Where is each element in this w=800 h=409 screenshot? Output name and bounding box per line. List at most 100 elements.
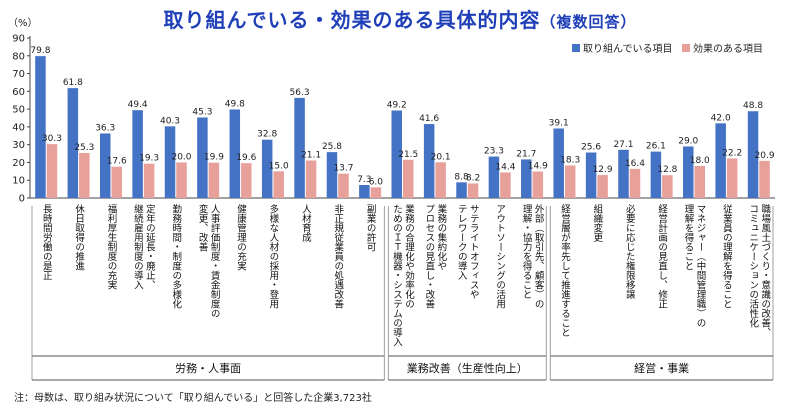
bar-series-1 bbox=[164, 126, 176, 198]
bar-series-1 bbox=[359, 185, 370, 198]
category-label: 経営層が率先して推進すること bbox=[559, 203, 571, 337]
bar-series-2 bbox=[726, 158, 738, 198]
data-label: 79.8 bbox=[30, 46, 50, 56]
bar-series-1 bbox=[294, 97, 305, 198]
category-label: 副業の許可 bbox=[365, 204, 377, 252]
category-label: 非正規従業員の処遇改善 bbox=[332, 203, 344, 309]
category-label: 理解・協力を得ること bbox=[521, 204, 533, 299]
category-label: 必要に応じた権限移譲 bbox=[624, 203, 636, 300]
data-label: 15.0 bbox=[269, 161, 289, 171]
chart-title: 取り組んでいる・効果のある具体的内容（複数回答） bbox=[0, 4, 800, 33]
data-label: 45.3 bbox=[192, 107, 212, 117]
chart-title-sub: （複数回答） bbox=[540, 13, 637, 31]
bar-series-2 bbox=[564, 165, 576, 198]
bar-series-1 bbox=[35, 56, 46, 199]
data-label: 49.2 bbox=[387, 101, 407, 111]
bar-series-1 bbox=[715, 123, 726, 198]
data-label: 8.2 bbox=[466, 173, 480, 183]
category-label: 長時間労働の是正 bbox=[41, 204, 53, 280]
group-label: 経営・事業 bbox=[634, 361, 689, 375]
bar-series-2 bbox=[305, 160, 317, 198]
footnote: 注：母数は、取り組み状況について「取り組んでいる」と回答した企業3,723社 bbox=[14, 393, 372, 404]
y-tick-label: 80 bbox=[12, 51, 25, 62]
bar-series-2 bbox=[759, 160, 770, 198]
category-label: サテライトオフィスや bbox=[468, 204, 480, 299]
bar-series-1 bbox=[553, 128, 564, 198]
bar-series-1 bbox=[391, 110, 402, 198]
data-label: 19.6 bbox=[236, 153, 256, 163]
category-label: 健康管理の充実 bbox=[235, 203, 247, 271]
category-label: 継続雇用制度の導入 bbox=[132, 203, 144, 289]
data-label: 19.3 bbox=[139, 154, 159, 164]
data-label: 20.0 bbox=[171, 152, 191, 162]
chart-title-main: 取り組んでいる・効果のある具体的内容 bbox=[163, 8, 541, 32]
bar-series-1 bbox=[132, 110, 143, 198]
bar-series-1 bbox=[585, 152, 597, 198]
data-label: 26.1 bbox=[646, 142, 666, 152]
data-label: 30.3 bbox=[42, 134, 62, 144]
bar-series-2 bbox=[338, 173, 349, 198]
category-label: 多様な人材の採用・登用 bbox=[267, 203, 279, 309]
bar-series-1 bbox=[683, 146, 694, 198]
category-label: マネジャー（中間管理職）の bbox=[695, 204, 707, 328]
category-label: 業務の集約化や bbox=[435, 203, 447, 270]
bar-series-2 bbox=[467, 183, 479, 198]
data-label: 14.4 bbox=[495, 162, 515, 172]
data-label: 7.3 bbox=[357, 175, 371, 185]
bar-series-1 bbox=[456, 182, 467, 198]
category-label: プロセスの見直し・改善 bbox=[423, 204, 435, 309]
bar-series-2 bbox=[403, 159, 414, 198]
category-label: 変更、改善 bbox=[197, 203, 209, 252]
category-label: コミュニケーションの活性化 bbox=[747, 204, 759, 328]
category-label: 外部（取引先、顧客）の bbox=[533, 203, 545, 308]
data-label: 27.1 bbox=[613, 140, 633, 150]
data-label: 36.3 bbox=[95, 123, 115, 133]
data-label: 16.4 bbox=[625, 159, 645, 169]
legend-swatch bbox=[682, 44, 690, 52]
data-label: 56.3 bbox=[290, 88, 310, 98]
category-label: 人材育成 bbox=[300, 204, 312, 243]
legend-swatch bbox=[572, 44, 580, 52]
data-label: 6.0 bbox=[369, 177, 384, 187]
bar-series-2 bbox=[500, 172, 511, 198]
category-label: 職場風土づくり・意識の改善、 bbox=[759, 204, 771, 337]
category-label: 組織変更 bbox=[591, 203, 603, 243]
category-label: 定年の延長・廃止、 bbox=[144, 203, 156, 289]
bar-series-2 bbox=[370, 187, 382, 198]
data-label: 39.1 bbox=[549, 118, 569, 128]
category-label: 福利厚生制度の充実 bbox=[105, 203, 117, 290]
data-label: 21.5 bbox=[398, 150, 418, 160]
y-tick-label: 20 bbox=[12, 158, 25, 169]
bar-series-2 bbox=[208, 162, 220, 198]
group-label: 業務改善（生産性向上） bbox=[407, 361, 528, 375]
data-label: 22.2 bbox=[722, 149, 742, 159]
data-label: 25.8 bbox=[322, 142, 342, 152]
y-tick-label: 30 bbox=[12, 140, 25, 151]
category-label: 勤務時間・制度の多様化 bbox=[170, 203, 182, 309]
bar-series-2 bbox=[662, 175, 673, 198]
data-label: 21.1 bbox=[301, 150, 321, 160]
data-label: 17.6 bbox=[107, 157, 127, 167]
bar-series-1 bbox=[67, 88, 79, 198]
data-label: 25.3 bbox=[74, 143, 94, 153]
y-tick-label: 90 bbox=[12, 34, 25, 45]
data-label: 32.8 bbox=[257, 130, 277, 140]
category-label: 休日取得の推進 bbox=[73, 203, 85, 271]
bar-series-1 bbox=[521, 159, 532, 198]
bar-series-1 bbox=[326, 152, 338, 198]
legend-label: 取り組んでいる項目 bbox=[583, 42, 673, 55]
y-tick-label: 0 bbox=[19, 194, 25, 205]
bar-series-1 bbox=[261, 139, 273, 198]
bar-series-1 bbox=[99, 133, 111, 198]
data-label: 12.8 bbox=[657, 165, 677, 175]
category-label: 人事評価制度・賃金制度の bbox=[209, 204, 221, 318]
data-label: 20.1 bbox=[431, 152, 451, 162]
bar-series-2 bbox=[143, 163, 155, 198]
category-label: アウトソーシングの活用 bbox=[494, 204, 506, 309]
bar-series-2 bbox=[241, 163, 252, 198]
category-label: 業務の合理化や効率化の bbox=[403, 203, 415, 308]
y-tick-label: 50 bbox=[12, 105, 25, 116]
data-label: 25.6 bbox=[581, 142, 601, 152]
data-label: 40.3 bbox=[160, 116, 180, 126]
